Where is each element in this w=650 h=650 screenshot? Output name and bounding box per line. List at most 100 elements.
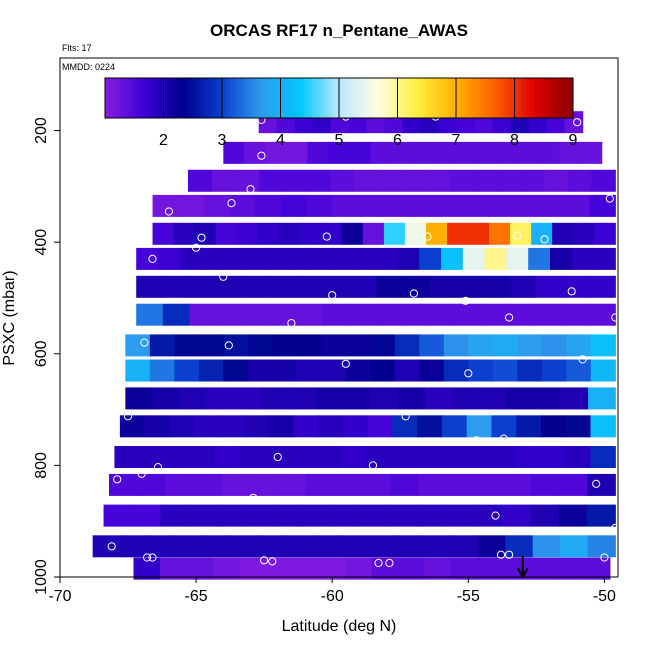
sample-marker — [461, 296, 470, 305]
colorbar-segment — [569, 78, 574, 118]
sample-marker — [148, 553, 157, 562]
heatmap-cell — [422, 535, 451, 558]
heatmap-cell — [590, 359, 616, 382]
heatmap-cell — [517, 141, 540, 164]
heatmap-cell — [247, 359, 273, 382]
heatmap-cell — [441, 247, 464, 270]
heatmap-cell — [370, 334, 396, 357]
heatmap-cell — [370, 141, 393, 164]
sample-marker — [123, 412, 133, 421]
colorbar-segment — [292, 78, 297, 118]
heatmap-cell — [247, 334, 273, 357]
heatmap-cell — [573, 222, 595, 245]
colorbar-segment — [315, 78, 320, 118]
heatmap-cell — [516, 415, 542, 438]
y-tick-label: 200 — [33, 117, 50, 144]
heatmap-cell — [425, 222, 448, 245]
heatmap-cell — [334, 473, 363, 496]
heatmap-cell — [505, 535, 534, 558]
heatmap-cell — [565, 415, 592, 438]
colorbar-segment — [432, 78, 437, 118]
colorbar-segment — [307, 78, 313, 118]
heatmap-cell — [109, 473, 138, 496]
colorbar-segment — [229, 78, 235, 118]
heatmap-cell — [265, 141, 287, 164]
sample-marker — [496, 550, 506, 559]
colorbar-segment — [346, 78, 352, 118]
heatmap-cell — [474, 473, 504, 496]
colorbar-segment — [549, 78, 554, 118]
heatmap-cell — [244, 141, 266, 164]
heatmap-cell — [424, 387, 453, 410]
heatmap-cell — [285, 535, 314, 558]
heatmap-cell — [441, 415, 468, 438]
heatmap-cell — [428, 275, 457, 298]
heatmap-cell — [468, 222, 490, 245]
heatmap-cell — [443, 334, 469, 357]
heatmap-cell — [359, 504, 389, 527]
heatmap-cell — [490, 446, 516, 469]
colorbar-segment — [448, 78, 453, 118]
colorbar-segment — [210, 78, 215, 118]
heatmap-cell — [528, 247, 551, 270]
sample-marker — [224, 341, 233, 350]
heatmap-cell — [563, 194, 591, 217]
sample-marker — [368, 461, 378, 470]
heatmap-cell — [342, 415, 369, 438]
heatmap-cell — [477, 535, 506, 558]
heatmap-cell — [532, 535, 561, 558]
heatmap-cell — [362, 473, 391, 496]
colorbar-segment — [514, 78, 519, 118]
colorbar-segment — [171, 78, 176, 118]
heatmap-cell — [492, 359, 518, 382]
heatmap-cell — [409, 194, 436, 217]
heatmap-cell — [202, 535, 231, 558]
heatmap-cell — [92, 535, 121, 558]
colorbar-segment — [498, 78, 504, 118]
heatmap-cell — [306, 194, 334, 217]
heatmap-cell — [212, 557, 240, 580]
heatmap-cell — [282, 169, 308, 192]
heatmap-cell — [307, 141, 330, 164]
sample-marker — [409, 289, 418, 298]
colorbar-segment — [179, 78, 184, 118]
colorbar-segment — [276, 78, 281, 118]
heatmap-cell — [390, 473, 419, 496]
colorbar-segment — [206, 78, 211, 118]
heatmap-cell — [419, 247, 442, 270]
x-tick-label: -70 — [48, 588, 71, 605]
heatmap-cell — [268, 415, 294, 438]
heatmap-cell — [354, 169, 379, 192]
colorbar-segment — [413, 78, 418, 118]
heatmap-cell — [221, 473, 251, 496]
heatmap-cell — [179, 247, 203, 270]
heatmap-cell — [318, 557, 346, 580]
heatmap-cell — [517, 359, 543, 382]
heatmap-cell — [559, 141, 582, 164]
heatmap-cell — [310, 247, 333, 270]
heatmap-cell — [133, 557, 161, 580]
sample-marker — [423, 232, 432, 241]
heatmap-cell — [281, 194, 308, 217]
heatmap-cell — [530, 557, 558, 580]
colorbar-segment — [190, 78, 196, 118]
heatmap-cell — [243, 415, 270, 438]
sample-marker — [107, 542, 116, 551]
sample-marker — [505, 550, 514, 559]
colorbar-segment — [183, 78, 188, 118]
heatmap-cell — [439, 446, 466, 469]
heatmap-cell — [391, 141, 414, 164]
heatmap-cell — [229, 194, 256, 217]
colorbar-segment — [280, 78, 285, 118]
heatmap-cell — [451, 387, 480, 410]
colorbar-tick-label: 8 — [510, 132, 519, 149]
heatmap-cell — [214, 446, 241, 469]
heatmap-cell — [345, 334, 371, 357]
heatmap-cell — [103, 504, 133, 527]
colorbar-segment — [370, 78, 375, 118]
heatmap-cell — [189, 303, 217, 326]
heatmap-cell — [343, 387, 371, 410]
date-label: MMDD: 0224 — [62, 62, 115, 72]
heatmap-cell — [349, 303, 377, 326]
heatmap-cell — [223, 141, 245, 164]
